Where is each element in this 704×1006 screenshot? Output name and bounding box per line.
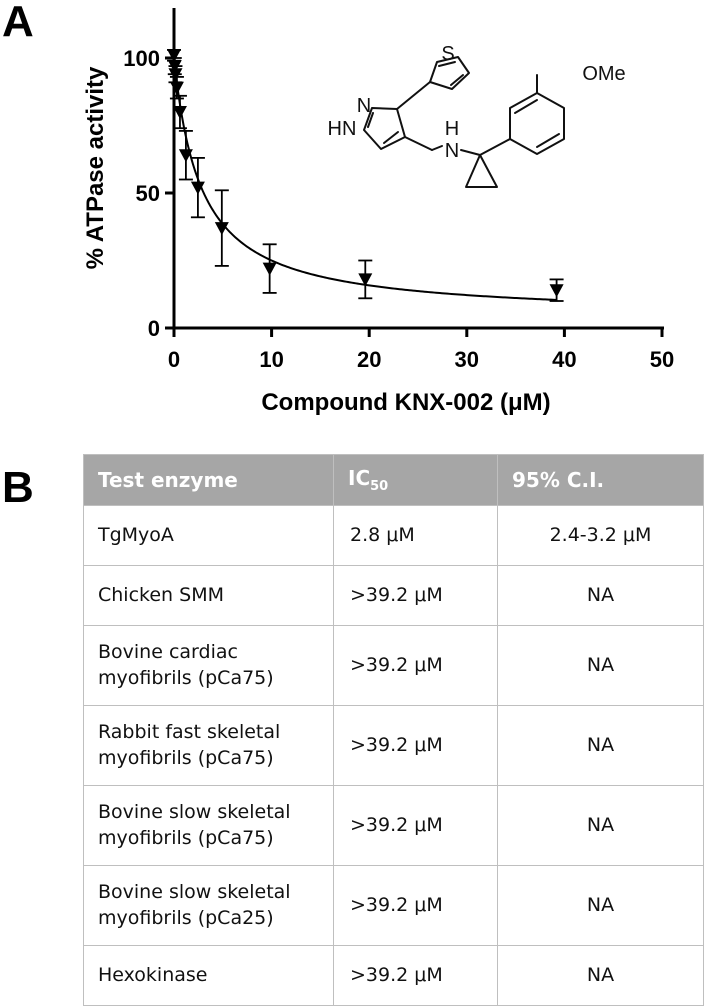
table-row: TgMyoA 2.8 μM 2.4-3.2 μM [83,505,704,566]
table-row: Hexokinase >39.2 μM NA [83,945,704,1006]
cell-ic50: 2.8 μM [333,505,498,566]
data-point [172,94,187,130]
cell-test-enzyme: Bovine slow skeletal myofibrils (pCa75) [83,785,334,866]
triangle-marker [168,68,183,82]
cell-test-enzyme: Hexokinase [83,945,334,1006]
data-point [214,189,229,267]
cell-ci: NA [497,625,704,706]
data-point [190,156,205,219]
cell-ci: NA [497,705,704,786]
data-point [358,259,373,300]
x-tick-label: 50 [650,347,674,372]
triangle-marker [549,284,564,298]
triangle-marker [178,149,193,163]
table-row: Bovine slow skeletal myofibrils (pCa25) >3… [83,865,704,946]
structure-label-n: N [357,95,371,117]
triangle-marker [172,106,187,119]
thiophene-ring [429,56,470,90]
triangle-marker [358,273,373,287]
table-row: Bovine slow skeletal myofibrils (pCa75) >3… [83,785,704,866]
cell-ic50: >39.2 μM [333,625,498,706]
cell-ci: NA [497,565,704,626]
cell-test-enzyme: Chicken SMM [83,565,334,626]
data-point [549,278,564,302]
y-tick-label: 0 [148,316,160,341]
cell-ic50: >39.2 μM [333,945,498,1006]
cell-ic50: >39.2 μM [333,785,498,866]
data-point [178,129,193,181]
cell-test-enzyme: TgMyoA [83,505,334,566]
cell-test-enzyme: Bovine slow skeletal myofibrils (pCa25) [83,865,334,946]
cell-ci: 2.4-3.2 μM [497,505,704,566]
cyclopropane-ring [465,154,498,188]
structure-label-h: H [445,118,459,140]
structure-label-hn: HN [328,118,357,140]
cell-ic50: >39.2 μM [333,865,498,946]
structure-label-ome: OMe [582,63,625,85]
table-row: Bovine cardiac myofibrils (pCa75) >39.2 μM… [83,625,704,706]
panel-label-a: A [2,0,34,46]
cell-ci: NA [497,865,704,946]
cell-test-enzyme: Rabbit fast skeletal myofibrils (pCa75) [83,705,334,786]
y-axis-label: % ATPase activity [82,66,109,269]
table-header-row: Test enzyme IC50 95% C.I. [83,454,704,506]
panel-label-b: B [2,463,34,512]
header-test-enzyme: Test enzyme [83,454,334,506]
chart-axes: 0 10 20 30 40 50 0 50 100 [123,8,674,372]
header-ci: 95% C.I. [497,454,704,506]
x-tick-label: 30 [455,347,479,372]
y-tick-label: 100 [123,46,160,71]
triangle-marker [190,181,205,195]
triangle-marker [262,262,277,276]
triangle-marker [169,81,184,95]
triangle-marker [214,222,229,236]
header-ic50: IC50 [333,454,498,506]
table-row: Chicken SMM >39.2 μM NA [83,565,704,626]
selectivity-table: Test enzyme IC50 95% C.I. TgMyoA 2.8 μM 2.… [83,454,704,1006]
header-ic50-subscript: 50 [370,479,389,494]
chemical-structure [363,56,565,188]
y-tick-label: 50 [136,181,160,206]
table-row: Rabbit fast skeletal myofibrils (pCa75) >3… [83,705,704,786]
structure-label-s: S [441,43,454,65]
triangle-marker [167,49,181,63]
pyrazole-ring [363,107,406,150]
cell-ci: NA [497,785,704,866]
x-tick-label: 20 [357,347,381,372]
x-axis-label: Compound KNX-002 (μM) [261,389,550,416]
data-point [262,243,277,294]
x-tick-label: 10 [259,347,283,372]
structure-label-amine-n: N [445,140,459,162]
cell-test-enzyme: Bovine cardiac myofibrils (pCa75) [83,625,334,706]
x-tick-label: 40 [552,347,576,372]
data-points-layer [167,49,564,302]
cell-ic50: >39.2 μM [333,705,498,786]
x-tick-label: 0 [168,347,180,372]
cell-ic50: >39.2 μM [333,565,498,626]
cell-ci: NA [497,945,704,1006]
phenyl-ring [509,92,565,155]
